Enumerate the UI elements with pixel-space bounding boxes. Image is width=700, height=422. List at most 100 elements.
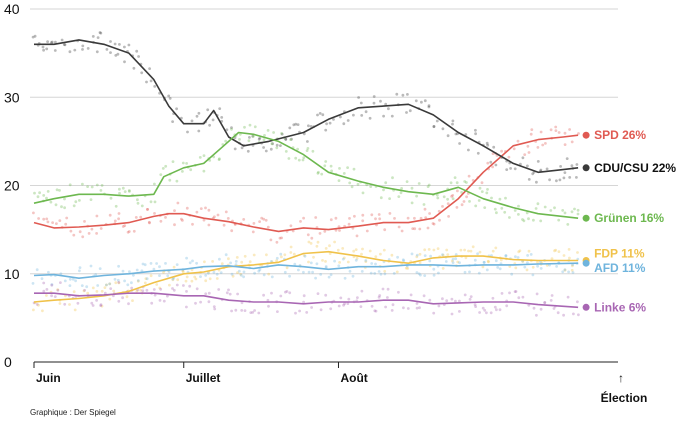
poll-dot — [454, 253, 458, 256]
poll-dot — [568, 128, 571, 131]
poll-dot — [198, 156, 202, 159]
poll-dot — [383, 269, 387, 273]
poll-dot — [526, 164, 529, 168]
poll-dot — [514, 290, 518, 293]
poll-dot — [563, 268, 567, 272]
poll-dot — [348, 181, 352, 185]
poll-dot — [450, 297, 454, 301]
poll-dot — [234, 260, 238, 263]
poll-dot — [69, 229, 73, 233]
poll-dot — [307, 124, 310, 128]
poll-dot — [337, 304, 341, 308]
poll-dot — [379, 272, 383, 276]
poll-dot — [218, 107, 222, 110]
poll-dots — [31, 31, 580, 317]
poll-dot — [521, 156, 525, 160]
poll-dot — [204, 279, 208, 283]
poll-dot — [333, 259, 336, 263]
poll-dot — [429, 254, 432, 258]
poll-dot — [96, 284, 100, 287]
poll-dot — [512, 147, 516, 151]
poll-dot — [243, 309, 247, 312]
poll-dot — [211, 118, 215, 122]
poll-dot — [98, 31, 102, 34]
poll-dot — [460, 191, 463, 194]
poll-dot — [297, 158, 301, 162]
poll-dot — [549, 299, 553, 302]
poll-dot — [45, 288, 49, 291]
poll-dot — [236, 292, 240, 296]
poll-dot — [473, 258, 477, 262]
poll-dot — [406, 267, 410, 270]
poll-dot — [406, 307, 410, 310]
poll-dot — [400, 187, 403, 190]
poll-dot — [342, 303, 345, 307]
poll-dot — [563, 171, 567, 175]
poll-dot — [108, 297, 112, 301]
poll-dot — [266, 225, 270, 229]
poll-dot — [432, 273, 436, 277]
poll-dot — [100, 184, 104, 187]
poll-dot — [354, 248, 358, 252]
poll-dot — [495, 211, 498, 215]
poll-dot — [418, 306, 421, 310]
poll-dot — [454, 257, 458, 261]
poll-dot — [280, 236, 283, 240]
poll-dot — [477, 271, 481, 275]
poll-dot — [419, 216, 423, 220]
poll-dot — [272, 131, 275, 134]
poll-dot — [118, 191, 121, 195]
poll-dot — [137, 55, 141, 58]
poll-dot — [275, 259, 278, 263]
poll-dot — [417, 272, 421, 276]
poll-dot — [482, 261, 486, 264]
poll-dot — [226, 217, 230, 220]
poll-dot — [234, 308, 238, 312]
poll-dot — [550, 257, 554, 261]
poll-dot — [505, 304, 509, 308]
poll-dot — [91, 304, 95, 307]
poll-dot — [293, 262, 297, 266]
poll-dot — [341, 247, 345, 250]
poll-dot — [359, 305, 363, 308]
poll-dot — [195, 287, 199, 291]
poll-dot — [446, 202, 450, 206]
poll-dot — [480, 190, 484, 194]
poll-dot — [397, 225, 401, 229]
x-tick-label: Août — [340, 371, 367, 385]
poll-dot — [123, 60, 126, 64]
poll-dot — [576, 300, 579, 304]
poll-dot — [508, 291, 511, 295]
poll-dot — [121, 296, 124, 300]
poll-dot — [329, 218, 333, 222]
poll-dot — [285, 290, 289, 293]
poll-dot — [148, 67, 152, 70]
poll-dot — [406, 216, 410, 220]
poll-dot — [381, 287, 385, 291]
poll-dot — [320, 172, 324, 176]
poll-dot — [292, 123, 296, 127]
poll-dot — [447, 215, 450, 218]
poll-dot — [521, 218, 524, 221]
poll-dot — [450, 259, 454, 263]
poll-dot — [527, 151, 531, 154]
poll-dot — [42, 289, 46, 293]
poll-dot — [135, 49, 139, 53]
poll-dot — [233, 147, 237, 151]
poll-dot — [319, 273, 323, 276]
poll-dot — [397, 195, 401, 199]
poll-dot — [368, 249, 372, 253]
poll-dot — [309, 242, 313, 245]
poll-dot — [289, 251, 293, 254]
poll-dot — [155, 283, 159, 286]
poll-dot — [117, 281, 121, 284]
poll-dot — [432, 125, 436, 129]
poll-dot — [117, 212, 121, 215]
poll-dot — [126, 230, 130, 234]
poll-dot — [469, 249, 473, 253]
poll-dot — [553, 249, 556, 253]
poll-dot — [278, 236, 282, 240]
poll-dot — [337, 179, 341, 183]
poll-dot — [291, 229, 295, 233]
poll-dot — [46, 220, 50, 224]
